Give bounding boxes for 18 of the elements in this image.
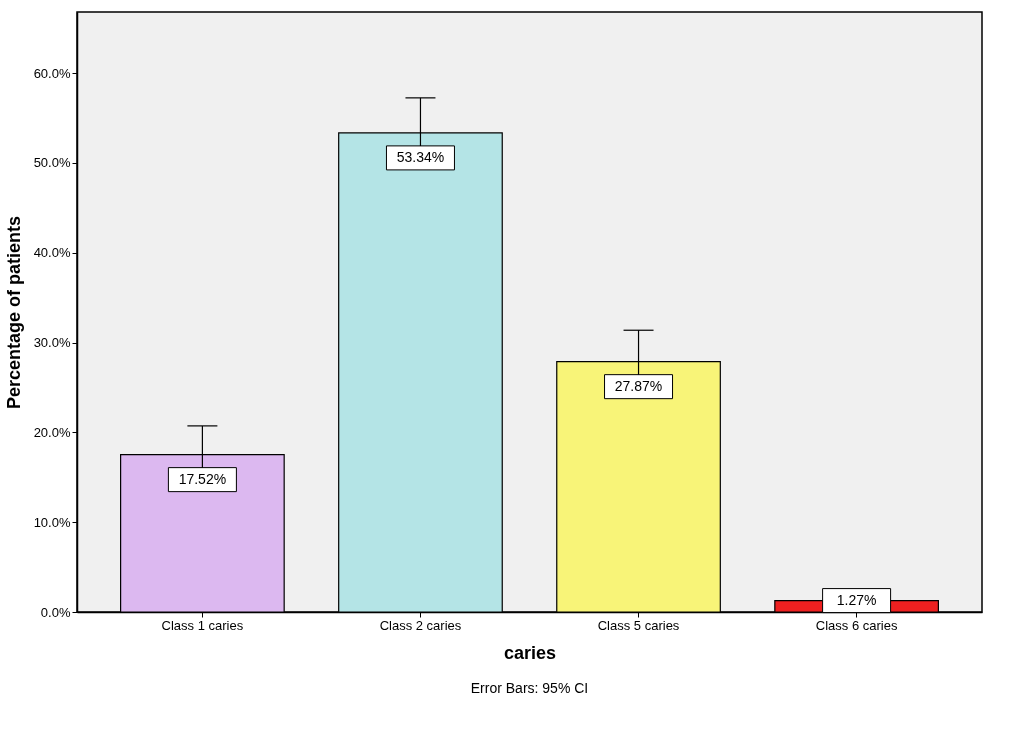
x-tick-label: Class 5 caries — [597, 617, 680, 633]
x-tick-label: Class 6 caries — [815, 617, 898, 633]
text: Error Bars: 95% CI — [470, 680, 589, 696]
y-tick-label: 60.0% — [33, 65, 71, 81]
x-tick-label: Class 1 caries — [161, 617, 244, 633]
data-label: 17.52% — [178, 470, 227, 487]
y-tick-label: 50.0% — [33, 155, 71, 171]
y-tick-label: 10.0% — [33, 514, 71, 530]
y-tick-label: 30.0% — [33, 335, 71, 351]
data-label: 1.27% — [836, 591, 877, 608]
y-tick-label: 40.0% — [33, 245, 71, 261]
x-tick-label: Class 2 caries — [379, 617, 462, 633]
y-axis-title: Percentage of patients — [3, 215, 24, 410]
data-label: 53.34% — [396, 148, 445, 165]
y-tick-label: 0.0% — [40, 604, 71, 620]
x-axis-title: caries — [503, 642, 557, 663]
data-label: 27.87% — [614, 377, 663, 394]
y-tick-label: 20.0% — [33, 424, 71, 440]
